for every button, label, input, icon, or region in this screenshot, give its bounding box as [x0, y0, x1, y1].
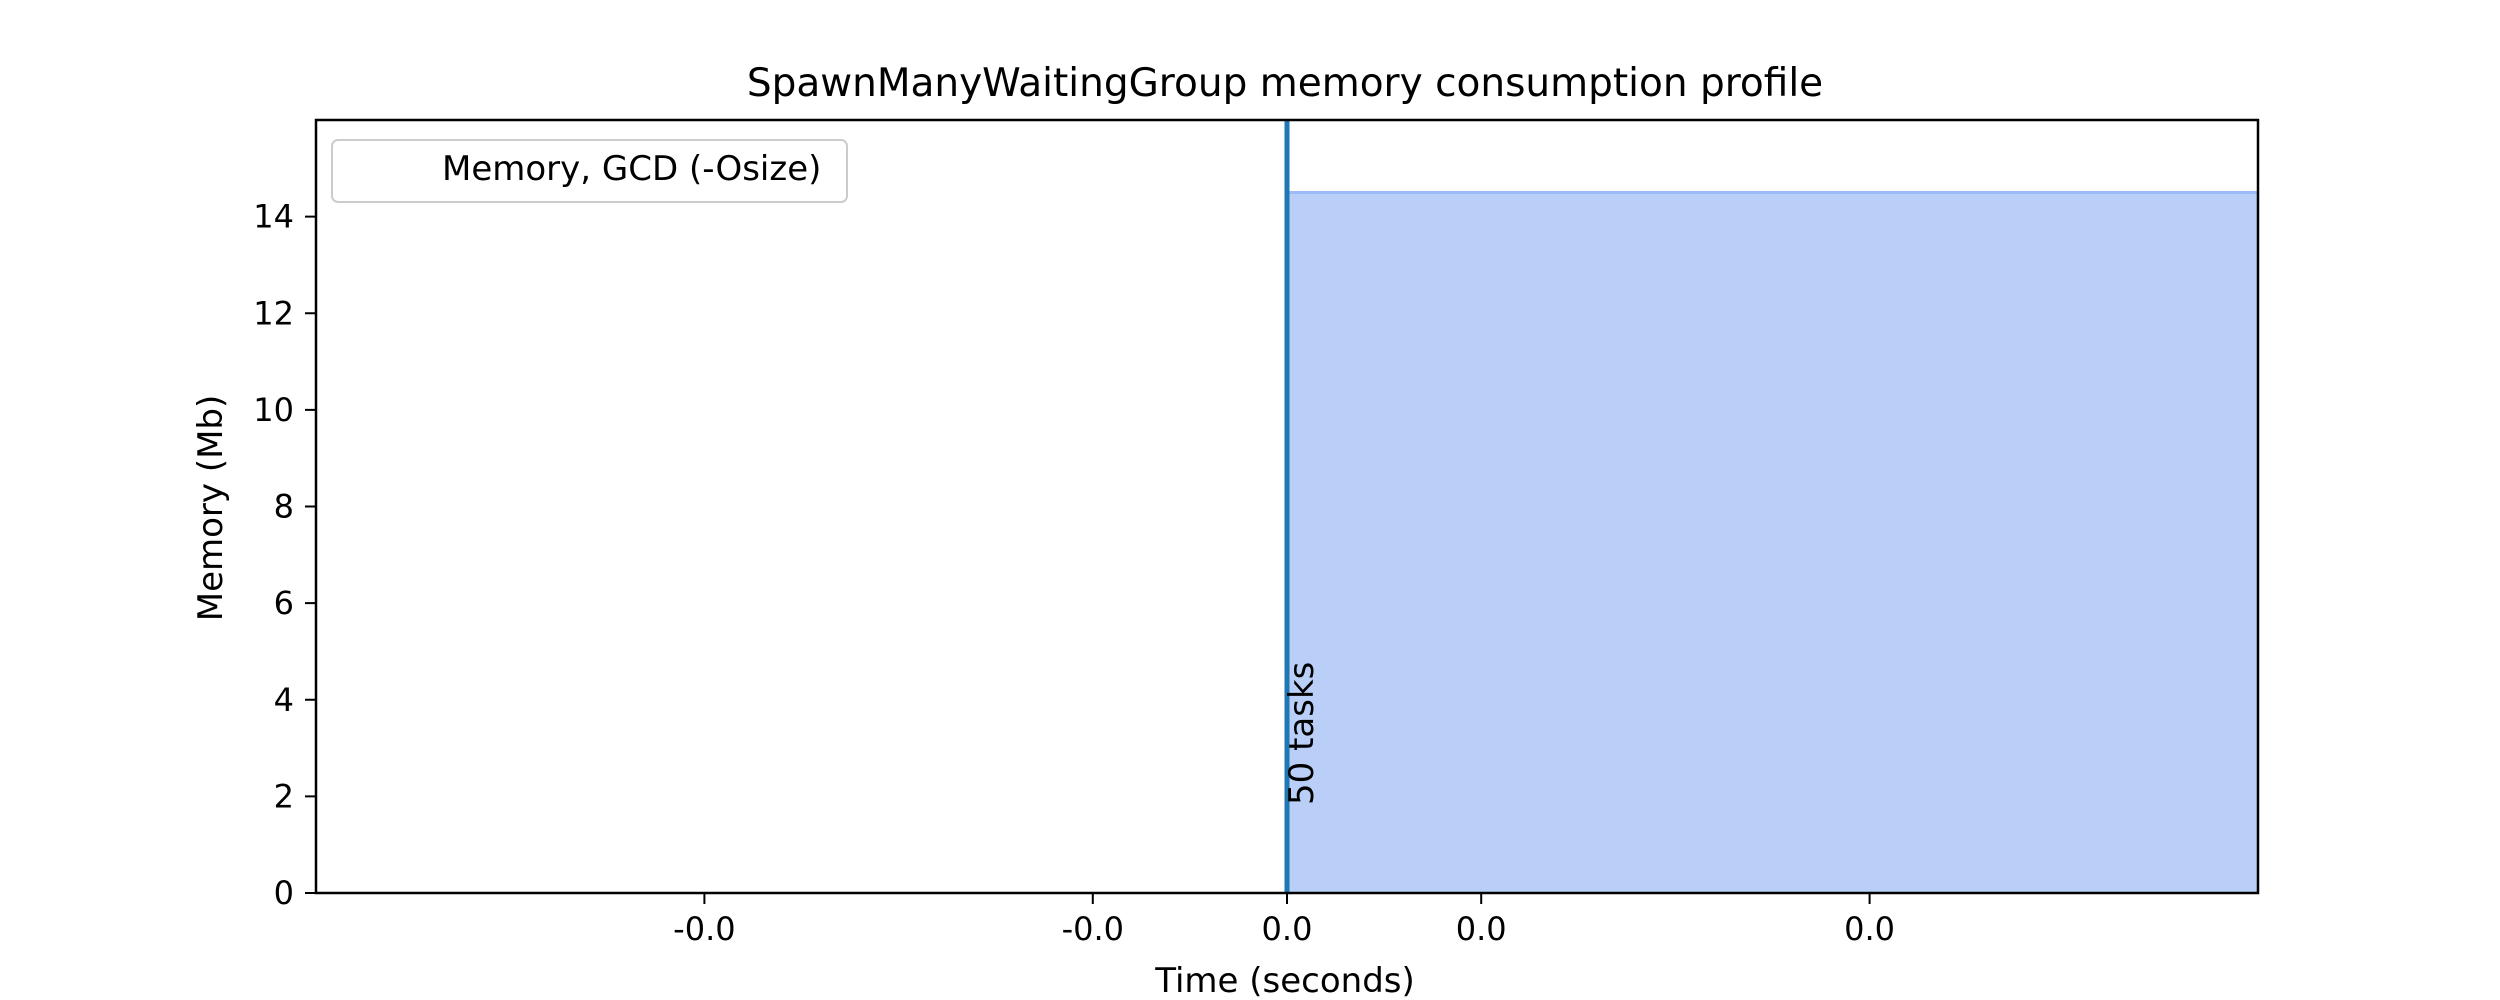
legend: Memory, GCD (-Osize) [331, 139, 848, 203]
x-tick-label-3: 0.0 [1456, 910, 1507, 948]
x-tick-label-4: 0.0 [1844, 910, 1895, 948]
y-tick-label-7: 14 [253, 198, 294, 236]
y-tick-label-1: 2 [274, 777, 294, 815]
y-tick-label-2: 4 [274, 681, 294, 719]
x-tick-label-0: -0.0 [673, 910, 735, 948]
y-tick-label-6: 12 [253, 294, 294, 332]
legend-entry-memory: Memory, GCD (-Osize) [442, 149, 821, 189]
marker-label-0: 50 tasks [1282, 662, 1322, 805]
chart-title: SpawnManyWaitingGroup memory consumption… [747, 61, 1823, 106]
x-tick-label-1: -0.0 [1062, 910, 1124, 948]
y-axis-label: Memory (Mb) [191, 395, 231, 622]
memory-area-0 [1287, 192, 2258, 893]
y-tick-label-0: 0 [274, 874, 294, 912]
y-tick-label-3: 6 [274, 584, 294, 622]
legend-box [331, 139, 848, 203]
x-axis-label: Time (seconds) [1154, 961, 1415, 1000]
y-tick-label-4: 8 [274, 488, 294, 526]
y-tick-label-5: 10 [253, 391, 294, 429]
x-tick-label-2: 0.0 [1262, 910, 1313, 948]
